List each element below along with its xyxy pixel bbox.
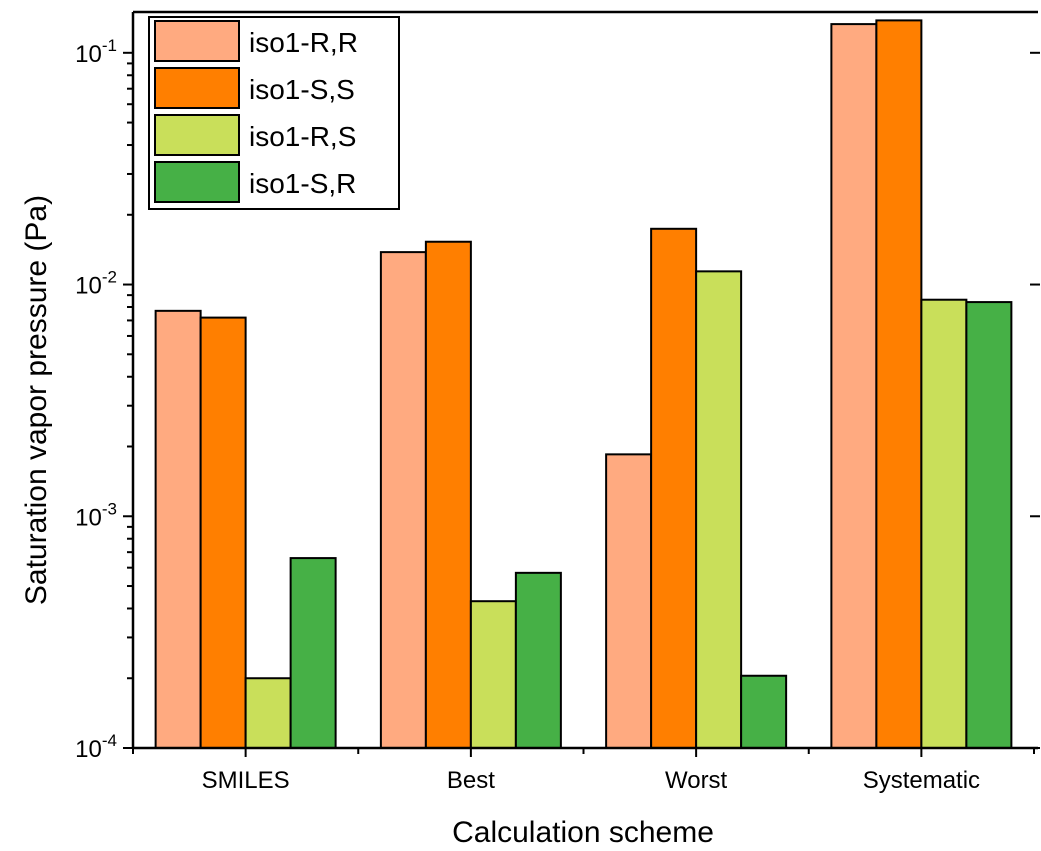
bars-layer: [154, 19, 1013, 750]
bar-best-1: [379, 251, 427, 750]
y-axis-title: Saturation vapor pressure (Pa): [20, 195, 53, 605]
x-tick-label: Worst: [665, 767, 728, 794]
legend-label: iso1-S,R: [249, 168, 356, 199]
y-tick-label: 10-2: [75, 268, 117, 300]
bar-smiles-3: [244, 677, 292, 749]
legend-swatch: [154, 20, 240, 62]
bar-worst-1: [605, 453, 653, 749]
legend-label: iso1-R,R: [249, 27, 358, 58]
bar-best-3: [469, 600, 517, 750]
y-tick-label: 10-3: [75, 499, 117, 531]
bar-best-2: [424, 240, 472, 750]
bar-systematic-2: [875, 19, 923, 750]
bar-smiles-2: [199, 316, 247, 749]
legend-swatch: [154, 114, 240, 156]
axes-layer: [131, 10, 1038, 750]
legend: iso1-R,R iso1-S,S iso1-R,S iso1-S,R: [148, 16, 400, 210]
legend-label: iso1-S,S: [249, 74, 355, 105]
bar-worst-2: [650, 227, 698, 749]
y-tick-label: 10-4: [75, 731, 117, 763]
bar-systematic-4: [965, 301, 1013, 749]
bar-best-4: [514, 571, 562, 750]
legend-label: iso1-R,S: [249, 121, 356, 152]
bar-smiles-1: [154, 309, 202, 749]
x-tick-label: Best: [447, 767, 495, 794]
x-tick-label: SMILES: [202, 767, 290, 794]
legend-swatch: [154, 161, 240, 203]
bar-systematic-3: [920, 298, 968, 749]
bar-smiles-4: [289, 557, 337, 749]
bar-worst-3: [695, 270, 743, 749]
bar-worst-4: [740, 674, 788, 749]
y-tick-label: 10-1: [75, 36, 117, 68]
legend-swatch: [154, 67, 240, 109]
bar-systematic-1: [830, 23, 878, 750]
x-axis-title: Calculation scheme: [452, 816, 714, 849]
tick-layer: SMILES Best Worst Systematic 10-4 10-3 10-2 10-…: [75, 36, 1040, 794]
x-tick-label: Systematic: [863, 767, 980, 794]
